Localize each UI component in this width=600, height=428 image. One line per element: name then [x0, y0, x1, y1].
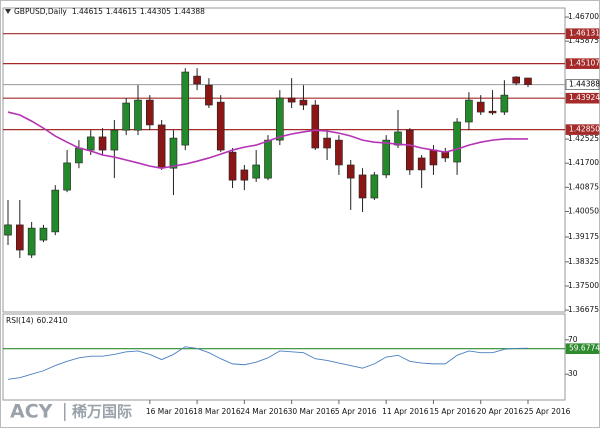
rsi-line [7, 346, 529, 380]
candle-body [335, 139, 343, 166]
current-price-label: 1.44388 [569, 80, 600, 89]
candle-body [216, 101, 225, 151]
rsi-level-label-box [565, 343, 600, 354]
candle-body [4, 224, 12, 236]
level-label: 1.45107 [569, 59, 600, 68]
level-label: 1.46131 [569, 29, 600, 38]
y-tick-label: 1.37500 [568, 281, 599, 290]
candle-body [51, 189, 60, 233]
x-tick-label: 25 Apr 2016 [524, 407, 571, 416]
candle-body [476, 101, 485, 113]
candle-body [465, 99, 473, 123]
level-label-box [565, 28, 600, 39]
symbol-icon [5, 9, 11, 14]
candle-body [524, 77, 532, 85]
header-open: 1.44615 [72, 7, 103, 16]
candle-body [453, 121, 461, 163]
candle-body [122, 102, 130, 131]
brand-chinese: 稀万国际 [72, 403, 132, 421]
x-tick-label: 11 Apr 2016 [382, 407, 429, 416]
candle-body [276, 97, 284, 141]
header-low: 1.44305 [140, 7, 171, 16]
x-tick-label: 15 Apr 2016 [429, 407, 476, 416]
y-tick-label: 1.46700 [568, 12, 599, 21]
candle-body [98, 136, 107, 151]
candle-body [299, 99, 308, 106]
header-high: 1.44615 [106, 7, 137, 16]
candle-body [394, 131, 402, 146]
rsi-level-label: 59.6774 [569, 344, 600, 353]
rsi-tick-label: 30 [568, 369, 578, 378]
x-tick-label: 24 Mar 2016 [240, 407, 288, 416]
candle-body [512, 76, 520, 84]
y-tick-label: 1.39175 [568, 232, 599, 241]
candle-body [500, 94, 509, 113]
candle-body [86, 136, 95, 151]
x-tick-label: 16 Mar 2016 [146, 407, 194, 416]
x-tick-label: 5 Apr 2016 [335, 407, 377, 416]
candle-body [181, 71, 190, 146]
y-tick-label: 1.40050 [568, 206, 599, 215]
header-close: 1.44388 [174, 7, 205, 16]
candle-body [287, 97, 296, 103]
candle-body [205, 84, 213, 106]
candle-body [358, 174, 367, 199]
x-tick-label: 20 Apr 2016 [477, 407, 524, 416]
y-tick-label: 1.36675 [568, 305, 599, 314]
candle-body [75, 147, 83, 164]
y-tick-label: 1.41700 [568, 158, 599, 167]
brand-latin: ACY [10, 401, 53, 423]
candle-body [441, 151, 450, 159]
x-tick-label: 30 Mar 2016 [288, 407, 336, 416]
main-panel [2, 7, 566, 313]
y-tick-label: 1.40875 [568, 182, 599, 191]
chart-title: GBPUSD,Daily [14, 7, 67, 16]
candle-body [146, 99, 154, 126]
candle-body [382, 139, 390, 176]
candle-body [488, 110, 497, 114]
rsi-panel [2, 313, 566, 401]
candle-body [346, 164, 355, 179]
candle-body [39, 227, 48, 241]
candle-body [16, 224, 24, 251]
candle-body [406, 129, 414, 171]
y-tick-label: 1.45875 [568, 36, 599, 45]
candle-body [311, 104, 320, 149]
brand-divider [64, 403, 66, 421]
candle-body [27, 227, 36, 256]
candle-body [429, 149, 438, 166]
brand-logo: ACY 稀万国际 [10, 401, 132, 423]
plot-layer: 1.46700 1.45875 1.42525 1.41700 1.40875 1.400… [3, 12, 600, 416]
rsi-name: RSI(14) [6, 316, 34, 325]
candle-body [264, 139, 272, 179]
x-tick-label: 18 Mar 2016 [193, 407, 241, 416]
level-label-box [565, 92, 600, 104]
candle-body [323, 137, 331, 149]
candle-body [134, 99, 142, 131]
rsi-header: RSI(14) 60.2410 [6, 316, 68, 325]
y-tick-label: 1.38325 [568, 257, 599, 266]
y-tick-label: 1.42525 [568, 134, 599, 143]
rsi-tick-label: 70 [568, 335, 578, 344]
candle-body [110, 129, 119, 151]
current-price-label-box [565, 79, 600, 90]
rsi-current: 60.2410 [37, 316, 68, 325]
level-label: 1.42850 [569, 125, 600, 134]
level-label-box [565, 58, 600, 69]
candle-body [169, 137, 178, 169]
level-label: 1.43924 [569, 93, 600, 102]
candle-body [252, 164, 260, 179]
level-label-box [565, 124, 600, 135]
candle-body [228, 151, 237, 181]
candle-body [417, 157, 426, 171]
chart-header: GBPUSD,Daily 1.44615 1.44615 1.44305 1.44388 [14, 7, 205, 16]
candle-body [240, 169, 249, 181]
candle-body [157, 124, 166, 169]
candle-body [193, 75, 201, 85]
moving-average [7, 111, 528, 169]
candle-body [63, 162, 71, 191]
candle-body [370, 174, 379, 199]
